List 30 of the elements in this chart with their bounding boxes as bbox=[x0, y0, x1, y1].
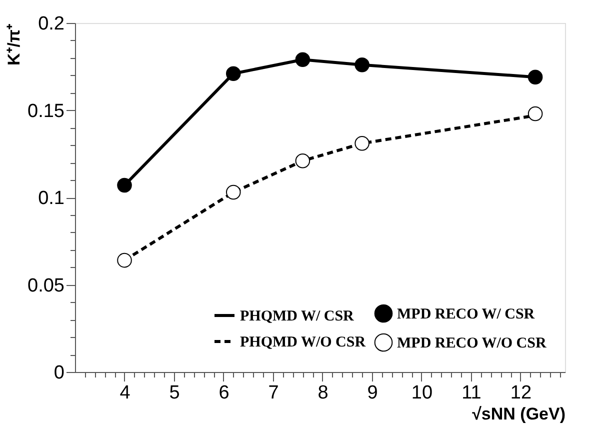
point bbox=[226, 184, 241, 200]
x-tick-label: 8 bbox=[318, 382, 328, 404]
point bbox=[295, 52, 310, 68]
y-axis-title: K⁺/π⁺ bbox=[4, 24, 24, 66]
y-tick-label: 0.05 bbox=[28, 275, 64, 296]
point bbox=[295, 153, 310, 168]
x-tick-label: 9 bbox=[367, 382, 378, 404]
point bbox=[354, 136, 370, 151]
point bbox=[354, 58, 370, 72]
point bbox=[528, 106, 543, 122]
x-tick-label: 11 bbox=[462, 382, 482, 404]
y-tick-label: 0.2 bbox=[38, 14, 64, 34]
point bbox=[117, 252, 132, 268]
y-tick-label: 0.15 bbox=[28, 100, 64, 122]
legend-label: MPD RECO W/O CSR bbox=[397, 336, 546, 352]
x-axis-title: √sNN (GeV) bbox=[472, 404, 566, 424]
x-tick-label: 7 bbox=[268, 382, 279, 404]
x-tick-label: 6 bbox=[218, 382, 230, 404]
point bbox=[117, 178, 132, 193]
y-tick-label: 0.1 bbox=[38, 188, 64, 209]
legend-label: MPD RECO W/ CSR bbox=[397, 306, 535, 322]
legend-label: PHQMD W/ CSR bbox=[240, 308, 354, 324]
legend-label: PHQMD W/O CSR bbox=[240, 334, 366, 350]
x-tick-label: 5 bbox=[169, 382, 180, 404]
x-tick-label: 10 bbox=[411, 382, 433, 404]
point bbox=[528, 70, 543, 84]
point bbox=[226, 66, 241, 81]
x-tick-label: 12 bbox=[510, 382, 532, 404]
x-tick-label: 4 bbox=[120, 382, 131, 404]
y-tick-label: 0 bbox=[54, 362, 64, 384]
